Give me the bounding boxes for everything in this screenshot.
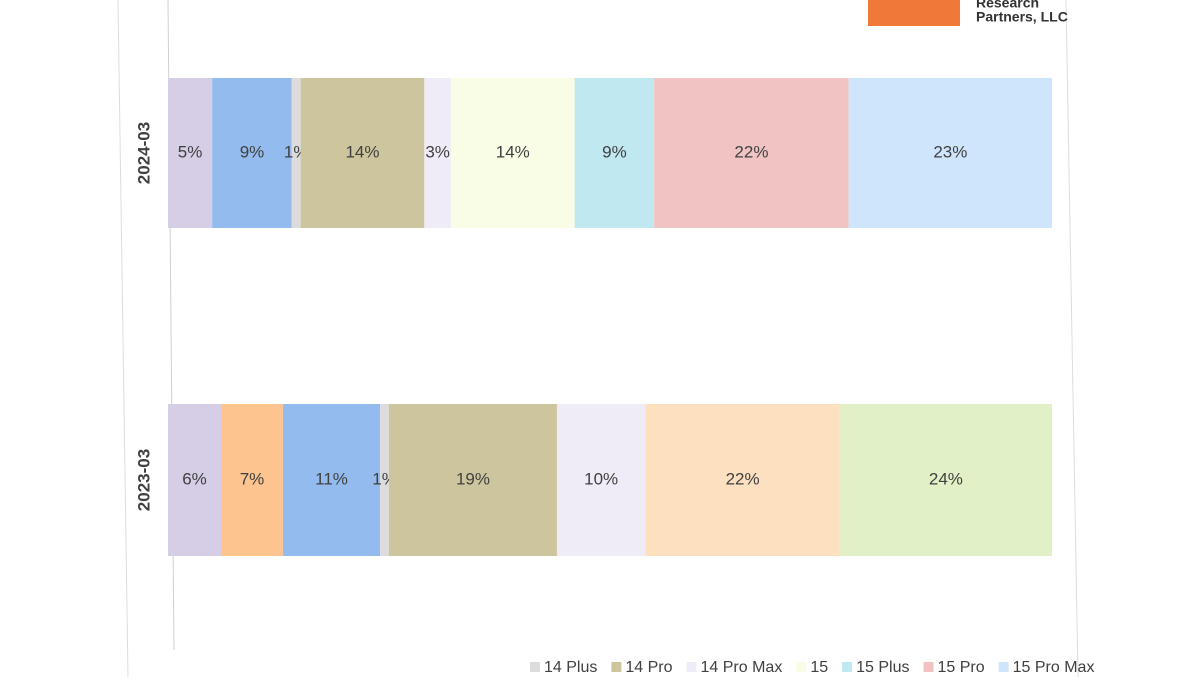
category-label: 2024-03 [134, 122, 153, 184]
bar-segment [389, 404, 557, 556]
legend-swatch [686, 662, 697, 672]
bar-segment [645, 404, 840, 556]
value-label: 5% [178, 142, 203, 161]
value-label: 9% [602, 142, 627, 161]
logo-text: Partners, LLC [976, 9, 1068, 25]
bar-segment [839, 404, 1052, 556]
value-label: 24% [929, 469, 963, 488]
value-label: 22% [726, 469, 760, 488]
legend-swatch [611, 662, 622, 672]
value-label: 22% [734, 142, 768, 161]
bar-segment [282, 404, 381, 556]
bar-segment [574, 78, 655, 228]
legend-swatch [923, 662, 934, 672]
legend-label: 14 Pro Max [701, 659, 783, 676]
legend-swatch [530, 662, 540, 672]
value-label: 7% [240, 469, 265, 488]
legend-label: 15 [810, 659, 828, 676]
value-label: 3% [425, 142, 450, 161]
legend-label: 15 Plus [856, 659, 909, 676]
bar-segment [450, 78, 575, 228]
value-label: 9% [240, 142, 265, 161]
bar-segment [168, 404, 222, 556]
legend-swatch [998, 662, 1009, 672]
value-label: 6% [182, 469, 207, 488]
page-edge [117, 0, 129, 677]
legend-swatch [842, 662, 853, 672]
legend-label: 14 Plus [544, 659, 597, 676]
legend-label: 14 Pro [625, 659, 672, 676]
bar-segment [291, 78, 301, 228]
bar-segment [848, 78, 1052, 228]
category-label: 2023-03 [134, 449, 153, 511]
legend-label: 15 Pro [938, 659, 985, 676]
bar-segment [556, 404, 646, 556]
logo-text: Research [976, 0, 1039, 11]
bar-segment [212, 78, 292, 228]
legend-swatch [796, 662, 807, 672]
bar-segment [380, 404, 389, 556]
value-label: 23% [933, 142, 967, 161]
logo-mark [868, 0, 960, 26]
page-edge [1065, 0, 1079, 677]
value-label: 14% [345, 142, 379, 161]
value-label: 11% [315, 469, 348, 488]
value-label: 19% [456, 469, 490, 488]
bar-segment [221, 404, 283, 556]
bar-segment [300, 78, 425, 228]
legend-label: 15 Pro Max [1013, 659, 1095, 676]
bar-segment [424, 78, 451, 228]
value-label: 14% [496, 142, 530, 161]
bar-segment [654, 78, 849, 228]
value-label: 10% [584, 469, 618, 488]
bar-segment [168, 78, 213, 228]
